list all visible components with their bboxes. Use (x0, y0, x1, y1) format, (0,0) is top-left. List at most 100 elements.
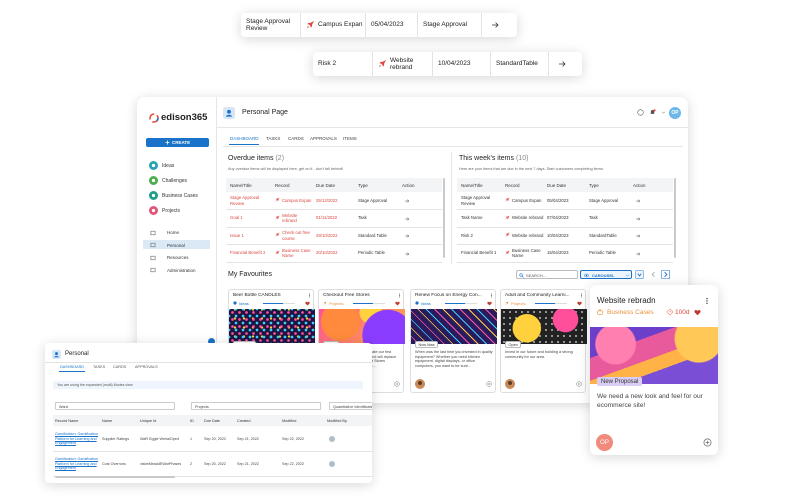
cell-text: Sep 20, 2022 (204, 436, 226, 441)
cell-text[interactable]: Gamification: Gamification Platform for … (55, 432, 99, 446)
tab[interactable]: DASHBOARD (60, 365, 85, 369)
tab[interactable]: TASKS (93, 365, 106, 369)
heart[interactable] (487, 301, 492, 306)
panel-divider (451, 152, 452, 264)
row-action[interactable] (635, 233, 641, 239)
cell-text: visbeMeaddEWarPhases (140, 461, 182, 466)
menu-link[interactable]: Administration (167, 267, 196, 273)
cell-text: 20/10/2022 (316, 250, 338, 256)
column-header: Created (237, 419, 251, 423)
cell-text[interactable]: Website rebrand (512, 232, 544, 238)
menu-icon[interactable] (150, 242, 156, 248)
favourite-card[interactable]: Adult and Community Learni... Projects Ope… (500, 289, 587, 393)
column-header: Name/Title (230, 183, 252, 188)
menu-link[interactable]: Personal (167, 242, 185, 248)
heart[interactable] (305, 301, 310, 306)
tab[interactable]: CARDS (113, 365, 127, 369)
row-action[interactable] (404, 216, 410, 222)
cell-text[interactable]: Website rebrand (512, 215, 544, 221)
cell-text[interactable]: Issue 1 (230, 232, 244, 238)
cell-text[interactable]: Campus Expan (512, 197, 542, 203)
heart[interactable] (694, 309, 701, 316)
favourite-card[interactable]: Renew Focus on Energy Con... Ideas Now Ide… (410, 289, 497, 393)
panel-title: This week's items (10) (459, 155, 528, 162)
add-button[interactable] (394, 381, 400, 387)
add-button[interactable] (486, 381, 492, 387)
cell-text[interactable]: Task Name (461, 215, 483, 221)
open-arrow[interactable] (557, 59, 567, 69)
menu-icon[interactable] (150, 230, 156, 236)
module-icon[interactable] (149, 161, 158, 170)
cell-text[interactable]: Stage Approval Review (461, 195, 491, 206)
row-border (457, 226, 673, 227)
cell-text: Stage Approval (358, 197, 388, 203)
module-link[interactable]: Ideas (162, 163, 175, 169)
filter-dropdown[interactable]: Projects (191, 402, 321, 410)
module-link[interactable]: Challenges (162, 178, 188, 184)
cell-text[interactable]: Gamification: Gamification Platform for … (55, 457, 99, 471)
next-button[interactable] (661, 270, 670, 279)
record-icon (275, 232, 280, 237)
panel-title: Overdue items (2) (228, 155, 284, 162)
tab[interactable]: ITEMS (343, 136, 357, 141)
card-menu[interactable] (397, 293, 402, 298)
menu-icon[interactable] (150, 255, 156, 261)
heart[interactable] (577, 301, 582, 306)
eye-icon (584, 273, 589, 278)
row-action[interactable] (404, 251, 410, 257)
search-box[interactable]: SEARCH... (516, 270, 578, 279)
cell-text[interactable]: Stage Approval Review (230, 195, 260, 206)
cell-text[interactable]: Business Case Name (512, 247, 541, 258)
cell-text: Sep 20, 2022 (204, 461, 226, 466)
row-action[interactable] (635, 251, 641, 257)
add-button[interactable] (576, 381, 582, 387)
card-menu[interactable] (489, 293, 494, 298)
module-icon[interactable] (149, 206, 158, 215)
card-menu[interactable] (703, 297, 711, 305)
cell-text[interactable]: Risk 2 (461, 232, 473, 238)
row-action[interactable] (404, 233, 410, 239)
chevron-icon[interactable] (661, 110, 666, 115)
cell-text[interactable]: Campus Expan (282, 197, 312, 203)
module-link[interactable]: Projects (162, 208, 181, 214)
tab[interactable]: TASKS (266, 136, 281, 141)
avatar[interactable]: OP (669, 107, 681, 119)
bell-icon[interactable] (649, 109, 656, 116)
tab[interactable]: APPROVALS (135, 365, 158, 369)
cell-text[interactable]: Check out free course (282, 230, 310, 241)
filter-dropdown[interactable]: Ward (55, 402, 175, 410)
plus-icon (165, 140, 170, 145)
open-arrow[interactable] (490, 20, 500, 30)
module-link[interactable]: Business Cases (162, 193, 198, 199)
row-action[interactable] (404, 198, 410, 204)
add-button[interactable] (703, 438, 712, 447)
cell-text[interactable]: Goal 1 (230, 215, 243, 221)
tab[interactable]: CARDS (288, 136, 304, 141)
record-icon (505, 232, 510, 237)
filter-dropdown[interactable]: Quantitative Identification (329, 402, 372, 410)
create-button[interactable]: CREATE (146, 138, 209, 147)
cell-text[interactable]: Business Case Name (282, 247, 311, 258)
menu-icon[interactable] (150, 267, 156, 273)
scrollbar (443, 178, 445, 258)
menu-link[interactable]: Home (167, 230, 180, 235)
help-icon[interactable] (637, 109, 644, 116)
tab[interactable]: DASHBOARD (230, 136, 259, 141)
card-avatar: OP (596, 434, 613, 451)
menu-link[interactable]: Resources (167, 255, 189, 260)
cell-text: Task (589, 215, 598, 221)
row-action[interactable] (635, 198, 641, 204)
cell-text[interactable]: Website rebrand (282, 212, 298, 223)
view-button[interactable]: CAROUSEL (580, 270, 632, 279)
cell-text[interactable]: Financial Benefit 1 (461, 250, 497, 256)
card-menu[interactable] (579, 293, 584, 298)
tab[interactable]: APPROVALS (310, 136, 337, 141)
heart[interactable] (395, 301, 400, 306)
cell-text[interactable]: Financial Benefit 2 (230, 250, 266, 256)
card-menu[interactable] (307, 293, 312, 298)
filter-button[interactable] (635, 270, 644, 279)
module-icon[interactable] (149, 176, 158, 185)
module-icon[interactable] (149, 191, 158, 200)
prev-button[interactable] (649, 270, 658, 279)
row-action[interactable] (635, 216, 641, 222)
